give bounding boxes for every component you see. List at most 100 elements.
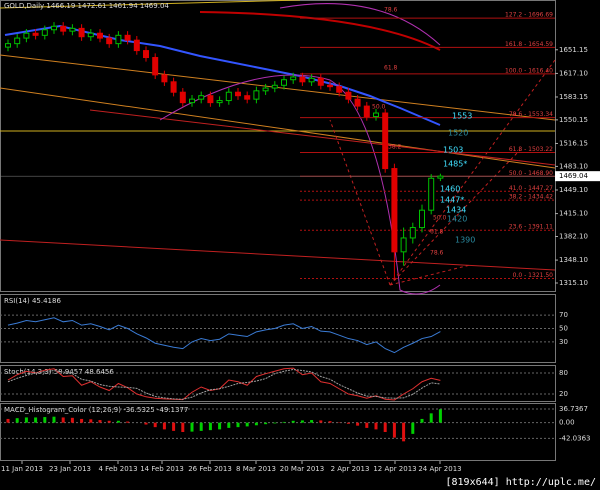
fan-ratio: 61.8 (384, 65, 398, 72)
histogram-bar (254, 422, 258, 426)
candle-body (271, 84, 278, 89)
candle-body (400, 237, 407, 253)
candle-body (23, 32, 30, 39)
x-tick-label: 14 Feb 2013 (140, 465, 184, 473)
candle-body (299, 76, 306, 83)
histogram-bar (89, 419, 93, 423)
last-price-box (555, 171, 600, 182)
y-tick-label: 1348.10 (559, 256, 588, 264)
x-tick-label: 4 Feb 2013 (98, 465, 137, 473)
fib-label: 0.0 - 1321.50 (513, 272, 554, 279)
fan-ratio: 78.6 (384, 7, 398, 14)
level-note: 1434 (446, 206, 466, 215)
candle-body (281, 79, 287, 86)
histogram-bar (245, 422, 249, 427)
fib-label: 127.2 - 1696.69 (505, 12, 553, 19)
histogram-bar (300, 420, 304, 423)
candle-body (225, 91, 232, 102)
level-note: 1447* (440, 196, 464, 205)
level-note: 1390 (455, 236, 475, 245)
indicator-line (7, 317, 441, 354)
histogram-bar (208, 422, 212, 431)
histogram-bar (162, 422, 166, 430)
x-tick-label: 12 Apr 2013 (373, 465, 416, 473)
candle-body (69, 27, 76, 32)
candle-body (161, 74, 168, 83)
drawings (0, 0, 556, 295)
fan-ratio: 50.0 (372, 104, 386, 111)
candle-body (216, 100, 223, 104)
envelope (279, 3, 441, 46)
candle-body (290, 76, 297, 81)
candle-body (170, 81, 177, 93)
indicator-tick-label: 80 (559, 369, 568, 377)
candle-body (14, 37, 21, 45)
candle-body (336, 86, 343, 93)
candle-body (419, 209, 425, 229)
candle-body (262, 87, 269, 92)
candle-body (32, 32, 39, 36)
candle-body (382, 112, 389, 170)
candle-body (87, 32, 94, 38)
chart-title: GOLD,Daily 1466.19 1472.61 1461.94 1469.… (4, 2, 169, 10)
moving-average (199, 11, 441, 51)
histogram-bar (80, 418, 84, 423)
level-note: 1503 (443, 146, 463, 155)
candle-body (41, 29, 48, 36)
indicator-tick-label: 20 (559, 390, 568, 398)
histogram-bar (218, 422, 222, 430)
histogram-bar (61, 417, 65, 423)
trend-line (89, 109, 556, 166)
indicator-title: Stoch(14,3,3) 58.9457 48.6456 (4, 368, 114, 376)
histogram-bar (34, 417, 38, 423)
histogram-bar (438, 409, 442, 423)
level-note: 1420 (447, 215, 467, 224)
histogram-bar (402, 422, 406, 442)
candle-body (317, 77, 324, 86)
histogram-bar (107, 420, 111, 423)
macd-panel (0, 403, 556, 461)
candle-body (78, 27, 85, 38)
y-tick-label: 1382.10 (559, 232, 588, 240)
histogram-bar (227, 422, 231, 428)
level-note: 1520 (448, 129, 468, 138)
x-tick-label: 23 Jan 2013 (49, 465, 91, 473)
y-tick-label: 1550.15 (559, 116, 588, 124)
histogram-bar (126, 421, 130, 423)
fan-ratio: 78.6 (430, 250, 444, 257)
fib-label: 50.0 - 1468.90 (509, 170, 553, 177)
histogram-bar (282, 421, 286, 423)
candle-body (373, 112, 379, 118)
candle-body (308, 77, 315, 83)
candle-body (51, 25, 57, 31)
y-tick-label: 1449.10 (559, 186, 588, 194)
histogram-bar (310, 420, 314, 423)
candle-body (409, 227, 416, 239)
histogram-bar (383, 422, 387, 432)
candle-body (345, 91, 352, 100)
stoch-panel (0, 365, 556, 402)
candle-body (327, 84, 333, 88)
histogram-bar (291, 420, 295, 423)
candle-body (189, 98, 195, 104)
fib-label: 41.0 - 1447.27 (509, 185, 553, 192)
candle-body (115, 34, 122, 45)
histogram-bar (273, 422, 277, 424)
histogram-bar (181, 422, 185, 432)
histogram-bar (429, 413, 433, 423)
histogram-bar (392, 422, 396, 438)
fib-label: 161.8 - 1654.59 (505, 41, 553, 48)
fan-ratio: 38.2 (388, 144, 402, 151)
indicator-line (7, 368, 441, 400)
indicator-tick-label: -42.0363 (559, 434, 590, 442)
histogram-bar (346, 422, 350, 424)
histogram-bar (98, 420, 102, 423)
indicator-tick-label: 30 (559, 338, 568, 346)
histogram-bar (411, 422, 415, 434)
last-price-label: 1469.04 (559, 172, 588, 180)
indicator-tick-label: 70 (559, 311, 568, 319)
x-tick-label: 24 Apr 2013 (418, 465, 461, 473)
histogram-bar (172, 422, 176, 431)
candle-body (391, 168, 398, 253)
